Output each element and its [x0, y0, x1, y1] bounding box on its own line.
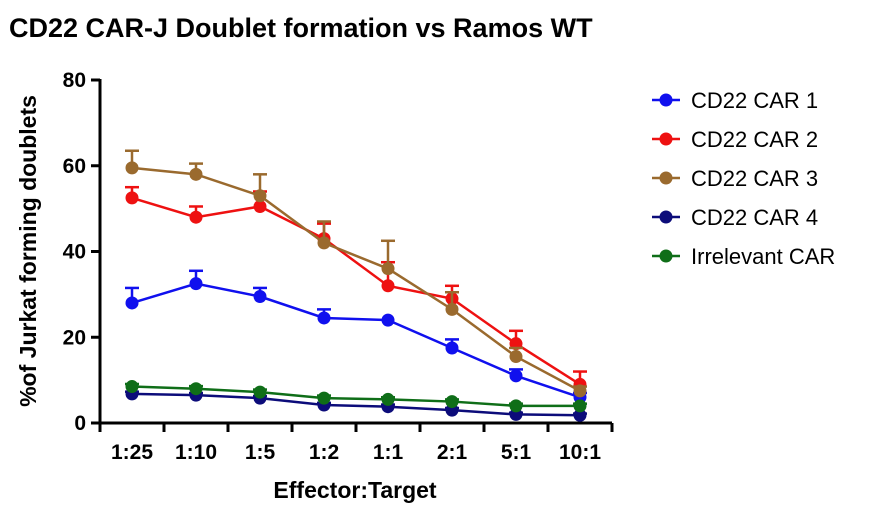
data-point: [317, 236, 331, 250]
data-point: [125, 191, 139, 205]
data-point: [573, 384, 587, 398]
chart-title: CD22 CAR-J Doublet formation vs Ramos WT: [9, 13, 593, 43]
data-point: [189, 210, 203, 224]
data-point: [381, 262, 395, 276]
legend-label: CD22 CAR 2: [691, 127, 818, 152]
legend-label: Irrelevant CAR: [691, 244, 835, 269]
data-point: [381, 279, 395, 293]
x-tick-label: 1:25: [111, 441, 153, 464]
data-point: [509, 399, 523, 413]
x-axis-title: Effector:Target: [273, 477, 436, 503]
data-point: [189, 382, 203, 396]
y-tick-label: 0: [74, 412, 86, 435]
legend-label: CD22 CAR 3: [691, 166, 818, 191]
y-axis-title: %of Jurkat forming doublets: [15, 95, 41, 407]
legend-item: Irrelevant CAR: [652, 244, 835, 269]
data-point: [445, 395, 459, 409]
data-point: [189, 167, 203, 181]
data-point: [253, 199, 267, 213]
x-tick-label: 2:1: [437, 441, 468, 464]
series-line: [131, 282, 581, 399]
x-tick-label: 1:1: [373, 441, 404, 464]
series-line: [131, 196, 581, 386]
data-point: [253, 385, 267, 399]
series-line: [131, 385, 580, 408]
axes: 0 20 40 60 80 1:25 1:10 1:5 1:2 1:1 2:1 5:1 10:1: [63, 69, 614, 464]
x-tick-label: 1:10: [175, 441, 217, 464]
data-point: [317, 391, 331, 405]
data-point: [573, 399, 587, 413]
plot-area: [125, 149, 587, 422]
y-tick-label: 60: [63, 155, 86, 178]
data-point: [445, 341, 459, 355]
legend-item: CD22 CAR 2: [652, 127, 818, 152]
x-tick-label: 10:1: [559, 441, 601, 464]
data-point: [253, 189, 267, 203]
data-point: [253, 290, 267, 304]
data-point: [125, 296, 139, 310]
data-point: [189, 277, 203, 291]
data-point: [125, 380, 139, 394]
legend-item: CD22 CAR 3: [652, 166, 818, 191]
data-point: [509, 350, 523, 364]
series-5: [125, 380, 587, 413]
x-tick-label: 5:1: [501, 441, 532, 464]
series-line: [131, 392, 581, 417]
legend: CD22 CAR 1 CD22 CAR 2 CD22 CAR 3 CD22 CAR 4…: [652, 88, 835, 269]
series-3: [125, 149, 587, 398]
data-point: [509, 369, 523, 383]
legend-marker: [659, 210, 673, 224]
y-tick-label: 40: [63, 241, 86, 264]
legend-marker: [659, 249, 673, 263]
x-tick-label: 1:5: [245, 441, 276, 464]
y-tick-label: 20: [63, 326, 86, 349]
data-point: [125, 161, 139, 175]
legend-marker: [659, 171, 673, 185]
series-line: [131, 166, 581, 392]
y-tick-label: 80: [63, 69, 86, 92]
legend-label: CD22 CAR 4: [691, 205, 818, 230]
data-point: [573, 408, 587, 422]
data-point: [445, 302, 459, 316]
data-point: [317, 311, 331, 325]
legend-marker: [659, 93, 673, 107]
legend-marker: [659, 132, 673, 146]
legend-item: CD22 CAR 4: [652, 205, 818, 230]
data-point: [381, 392, 395, 406]
data-point: [381, 313, 395, 327]
x-tick-label: 1:2: [309, 441, 339, 464]
legend-label: CD22 CAR 1: [691, 88, 818, 113]
legend-item: CD22 CAR 1: [652, 88, 818, 113]
